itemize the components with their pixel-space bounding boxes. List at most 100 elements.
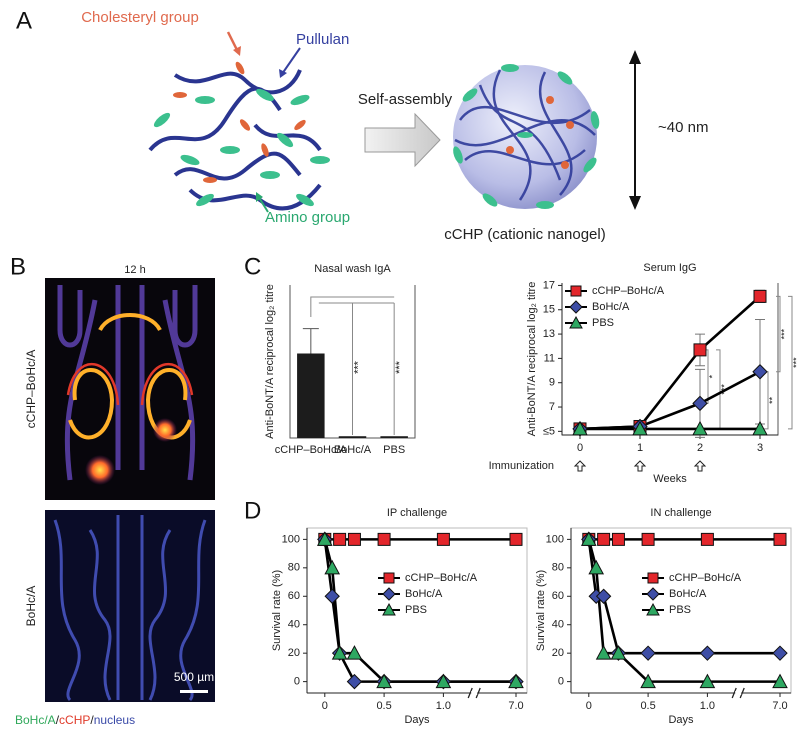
stain-part: / <box>56 713 60 727</box>
legend-label: BoHc/A <box>592 301 630 313</box>
panel-label: C <box>244 253 261 280</box>
marker <box>641 532 655 546</box>
significance-label: *** <box>352 360 364 374</box>
y-axis-label: Anti-BoNT/A reciprocal log₂ titre <box>526 282 538 437</box>
immunization-arrow <box>693 460 707 472</box>
x-tick-label: 0.5 <box>640 700 655 712</box>
marker <box>572 420 588 436</box>
y-tick-label: 20 <box>288 647 300 659</box>
stain-part: BoHc/A <box>15 713 56 727</box>
x-tick-label: 0.5 <box>376 700 391 712</box>
row-label: cCHP–BoHc/A <box>24 350 38 429</box>
label-self-assembly: Self-assembly <box>358 91 453 108</box>
stain-part: cCHP <box>59 713 90 727</box>
marker <box>772 645 788 661</box>
x-tick-label: 0 <box>577 442 583 454</box>
chart-title: Nasal wash IgA <box>314 263 391 275</box>
y-tick-label: 100 <box>282 533 300 545</box>
label-pullulan: Pullulan <box>296 31 349 48</box>
x-axis-label: Days <box>668 714 694 726</box>
marker <box>646 587 660 601</box>
y-tick-label: 80 <box>552 562 564 574</box>
assembly-arrow <box>364 112 441 168</box>
significance-label: *** <box>791 357 800 368</box>
x-tick-label: 7.0 <box>508 700 523 712</box>
significance-label: *** <box>779 328 789 339</box>
marker <box>773 532 787 546</box>
legend-label: BoHc/A <box>405 588 443 600</box>
y-tick-label: 0 <box>558 676 564 688</box>
y-tick-label: 100 <box>546 533 564 545</box>
marker <box>632 420 648 436</box>
marker <box>509 532 523 546</box>
panel-label: A <box>16 7 32 34</box>
nanogel <box>453 64 600 209</box>
series-line <box>579 370 761 431</box>
x-tick-label: 1 <box>637 442 643 454</box>
y-tick-label: ≤5 <box>543 425 555 437</box>
marker <box>436 532 450 546</box>
marker <box>588 559 605 575</box>
marker <box>570 285 582 297</box>
x-tick-label: cCHP–BoHc/A <box>275 444 348 456</box>
chart-title: Serum IgG <box>643 262 696 274</box>
scale-bar-label: 500 µm <box>174 670 214 684</box>
y-tick-label: 60 <box>288 590 300 602</box>
x-tick-label: BoHc/A <box>334 444 372 456</box>
legend-label: PBS <box>405 604 427 616</box>
marker <box>316 531 333 546</box>
marker <box>597 532 611 546</box>
label-nanogel: cCHP (cationic nanogel) <box>444 226 605 243</box>
x-tick-label: 3 <box>757 442 763 454</box>
marker <box>324 588 340 604</box>
y-tick-label: 17 <box>543 279 555 291</box>
micrograph-bottom <box>45 510 215 702</box>
significance-bracket <box>310 296 395 317</box>
y-axis-label: Survival rate (%) <box>535 570 547 651</box>
legend-label: PBS <box>669 604 691 616</box>
marker <box>347 532 361 546</box>
marker <box>508 673 524 689</box>
marker <box>647 572 659 584</box>
stain-part: / <box>90 713 94 727</box>
y-tick-label: 9 <box>549 377 555 389</box>
significance-bracket <box>776 295 781 373</box>
marker <box>595 588 612 604</box>
axis-break-gap <box>471 691 478 695</box>
time-label: 12 h <box>124 264 145 276</box>
legend-label: cCHP–BoHc/A <box>669 572 742 584</box>
marker <box>699 673 716 689</box>
stain-legend: BoHc/A/cCHP/nucleus <box>15 713 135 727</box>
marker <box>383 572 395 584</box>
y-tick-label: 40 <box>552 619 564 631</box>
label-cholesteryl: Cholesteryl group <box>81 9 199 26</box>
marker <box>646 602 660 616</box>
polymer-network <box>148 31 330 213</box>
legend-label: cCHP–BoHc/A <box>592 285 665 297</box>
significance-label: * <box>707 374 717 378</box>
x-axis-label: Days <box>404 714 430 726</box>
marker <box>772 673 788 689</box>
marker <box>611 532 625 546</box>
x-tick-label: 7.0 <box>772 700 787 712</box>
x-axis-label: Weeks <box>653 473 687 485</box>
marker <box>331 645 348 660</box>
marker <box>595 645 612 660</box>
y-axis-label: Survival rate (%) <box>271 570 283 651</box>
marker <box>377 532 391 546</box>
panel-label: B <box>10 253 26 280</box>
marker <box>753 289 767 303</box>
marker <box>692 420 708 436</box>
y-tick-label: 40 <box>288 619 300 631</box>
x-tick-label: 1.0 <box>700 700 715 712</box>
x-tick-label: PBS <box>383 444 405 456</box>
marker <box>693 343 707 357</box>
marker <box>700 532 714 546</box>
stain-part: nucleus <box>94 713 135 727</box>
bar <box>380 436 408 438</box>
marker <box>692 395 708 412</box>
y-tick-label: 15 <box>543 304 555 316</box>
micrograph-top <box>45 278 215 500</box>
marker <box>580 531 597 546</box>
